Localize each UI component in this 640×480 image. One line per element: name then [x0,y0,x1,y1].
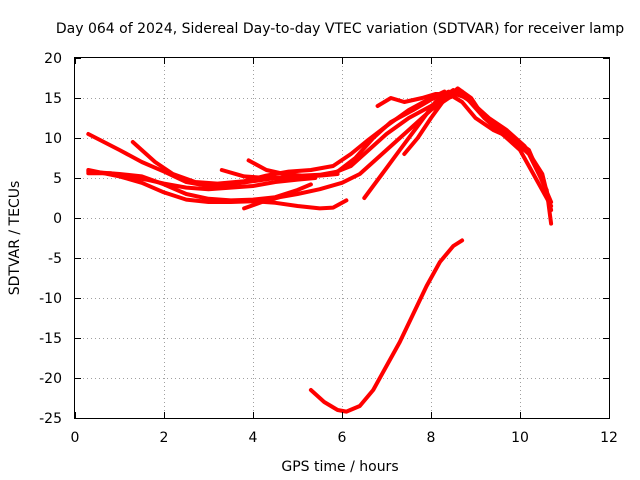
series-arc-10 [375,92,554,226]
y-tick-label: -25 [39,411,62,427]
x-axis-label: GPS time / hours [281,459,398,475]
chart-title: Day 064 of 2024, Sidereal Day-to-day VTE… [56,21,624,37]
plot-frame [74,57,610,419]
grid [75,58,609,418]
x-tick-label: 2 [160,430,169,446]
y-tick-label: 20 [44,51,62,67]
x-tick-label: 12 [600,430,618,446]
y-tick-label: -15 [39,331,62,347]
x-tick-label: 6 [338,430,347,446]
y-axis-label: SDTVAR / TECUs [7,181,23,296]
y-tick-label: 15 [44,91,62,107]
y-tick-label: 5 [53,171,62,187]
y-tick-label: -5 [48,251,62,267]
x-tick-label: 4 [249,430,258,446]
y-tick-label: -10 [39,291,62,307]
series-arc-12 [308,238,465,414]
x-tick-label: 8 [427,430,436,446]
axis-ticks: 0 2 4 6 8 10 12 -25 -20 -15 -10 -5 0 5 10 15 20 [39,51,618,446]
series-group [86,86,554,414]
x-tick-label: 0 [71,430,80,446]
y-tick-label: 10 [44,131,62,147]
y-tick-label: -20 [39,371,62,387]
y-tick-label: 0 [53,211,62,227]
x-tick-label: 10 [511,430,529,446]
series-arc-11 [402,86,554,208]
